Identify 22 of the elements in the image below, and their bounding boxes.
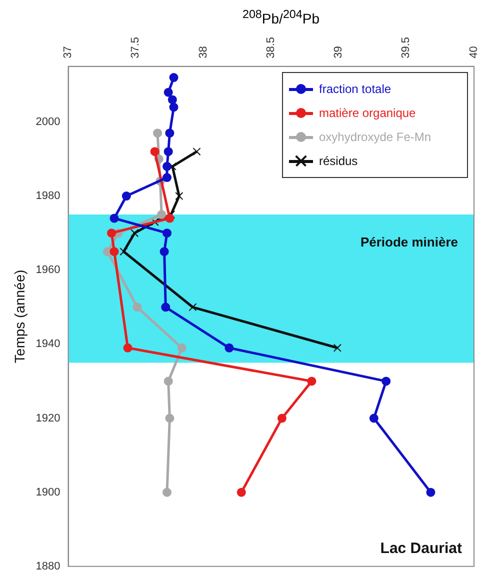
y-tick-label: 2000 (36, 116, 60, 128)
x-tick-label: 37.5 (130, 36, 142, 58)
x-tick-label: 39 (332, 46, 345, 58)
legend-label: résidus (319, 154, 358, 168)
x-tick-label: 38.5 (264, 36, 277, 58)
y-tick-label: 1960 (36, 264, 60, 276)
y-tick-label: 1880 (36, 560, 60, 572)
annotation: Lac Dauriat (380, 540, 462, 558)
band-label: Période minière (360, 234, 458, 250)
legend-label: fraction totale (319, 82, 392, 96)
x-tick-label: 39.5 (400, 36, 412, 58)
legend-label: matière organique (319, 106, 416, 120)
x-tick-label: 37 (62, 46, 74, 58)
x-axis-title: $^{208}$Pb/$^{204}$Pb (241, 8, 321, 29)
x-tick-label: 38 (197, 46, 210, 58)
y-tick-label: 1900 (36, 486, 60, 498)
y-tick-label: 1940 (36, 338, 60, 350)
y-axis-title: Temps (année) (11, 270, 28, 364)
y-tick-label: 1980 (36, 190, 60, 202)
legend-label: oxyhydroxyde Fe-Mn (319, 130, 432, 144)
y-tick-label: 1920 (36, 412, 60, 424)
x-tick-label: 40 (468, 46, 480, 58)
